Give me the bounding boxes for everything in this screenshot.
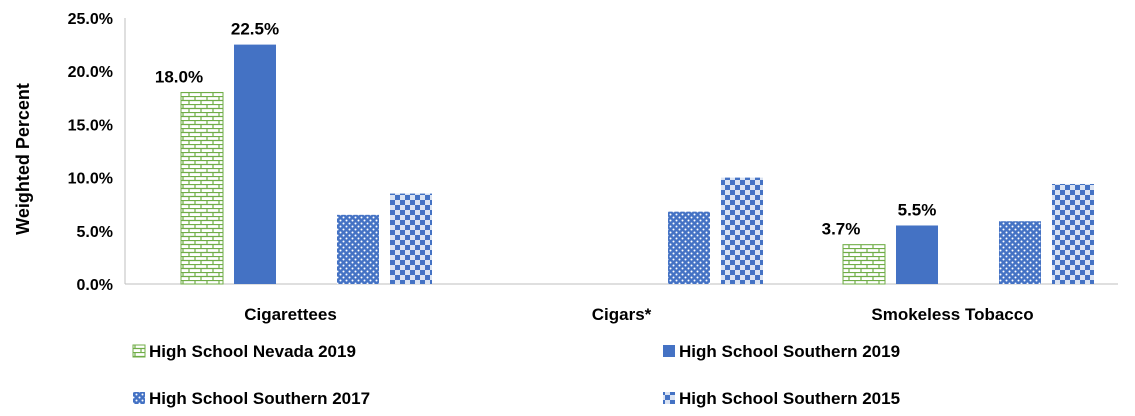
x-axis-ticks: Cigarettees Cigars* Smokeless Tobacco [244,305,1033,324]
legend-swatch [132,344,146,358]
legend-label: High School Southern 2015 [679,389,900,408]
y-tick-label: 0.0% [77,277,113,294]
y-tick-label: 25.0% [68,11,113,28]
bar [721,177,763,284]
bar [234,44,276,284]
bar [1052,183,1094,284]
data-label: 5.5% [898,200,937,219]
y-axis-label: Weighted Percent [13,83,33,235]
data-label: 22.5% [231,20,279,39]
legend: High School Nevada 2019 High School South… [132,342,900,408]
bar [337,214,379,284]
y-tick-label: 5.0% [77,224,113,241]
x-tick-label: Cigarettees [244,305,337,324]
bar [390,193,432,284]
bar [896,225,938,284]
y-tick-label: 20.0% [68,64,113,81]
legend-swatch [663,392,675,404]
bar [999,221,1041,284]
legend-swatch [133,392,145,404]
y-tick-label: 15.0% [68,117,113,134]
bar [842,244,886,285]
data-label: 3.7% [822,220,861,239]
data-labels: 18.0% 22.5% 3.7% 5.5% [155,20,936,239]
bar [668,211,710,284]
data-label: 18.0% [155,67,203,86]
legend-swatch [663,345,675,357]
bar [180,91,224,285]
x-tick-label: Smokeless Tobacco [871,305,1033,324]
legend-label: High School Southern 2017 [149,389,370,408]
y-axis-ticks: 0.0% 5.0% 10.0% 15.0% 20.0% 25.0% [68,11,113,294]
y-tick-label: 10.0% [68,171,113,188]
legend-label: High School Southern 2019 [679,342,900,361]
bars [180,44,1094,285]
x-tick-label: Cigars* [592,305,652,324]
legend-label: High School Nevada 2019 [149,342,356,361]
